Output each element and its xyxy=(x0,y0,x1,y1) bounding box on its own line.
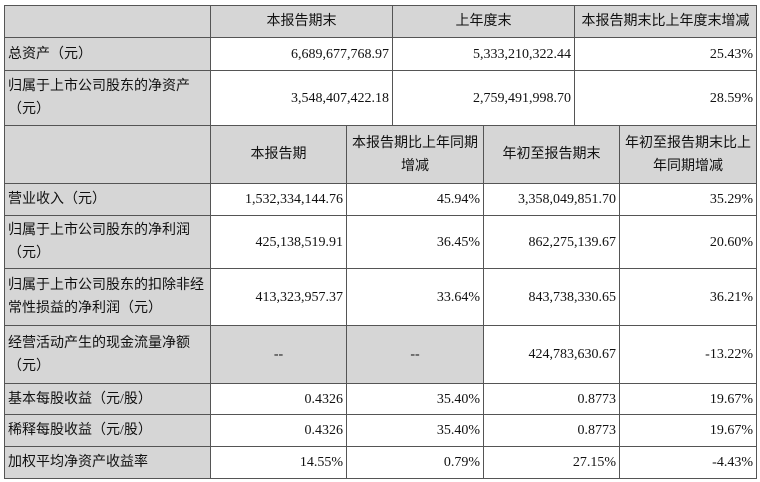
cell-value: 3,358,049,851.70 xyxy=(483,183,620,216)
table-row: 经营活动产生的现金流量净额（元） -- -- 424,783,630.67 -1… xyxy=(4,325,757,384)
row-label: 归属于上市公司股东的净利润（元） xyxy=(4,215,211,269)
header-period-change: 本报告期比上年同期增减 xyxy=(346,125,484,184)
cell-value: 36.45% xyxy=(346,215,484,269)
cell-value: 19.67% xyxy=(619,383,757,415)
cell-value: 35.40% xyxy=(346,383,484,415)
table-row: 归属于上市公司股东的扣除非经常性损益的净利润（元） 413,323,957.37… xyxy=(4,268,757,326)
row-label: 稀释每股收益（元/股） xyxy=(4,414,211,447)
table-row: 营业收入（元） 1,532,334,144.76 45.94% 3,358,04… xyxy=(4,183,757,216)
header-current-period-end: 本报告期末 xyxy=(210,5,393,38)
cell-value: 0.4326 xyxy=(210,383,347,415)
row-label: 营业收入（元） xyxy=(4,183,211,216)
header-change-vs-prior-year-end: 本报告期末比上年度末增减 xyxy=(574,5,757,38)
header-current-period: 本报告期 xyxy=(210,125,347,184)
cell-value: 413,323,957.37 xyxy=(210,268,347,326)
cell-value: 1,532,334,144.76 xyxy=(210,183,347,216)
cell-value: 19.67% xyxy=(619,414,757,447)
cell-value: 843,738,330.65 xyxy=(483,268,620,326)
cell-value: 0.8773 xyxy=(483,383,620,415)
section2-header-row: 本报告期 本报告期比上年同期增减 年初至报告期末 年初至报告期末比上年同期增减 xyxy=(4,125,757,184)
cell-value: 0.4326 xyxy=(210,414,347,447)
cell-value: 45.94% xyxy=(346,183,484,216)
cell-value: 36.21% xyxy=(619,268,757,326)
row-label: 加权平均净资产收益率 xyxy=(4,446,211,479)
financial-data-table: 本报告期末 上年度末 本报告期末比上年度末增减 总资产（元） 6,689,677… xyxy=(4,5,757,479)
cell-value: 25.43% xyxy=(574,37,757,71)
row-label: 基本每股收益（元/股） xyxy=(4,383,211,415)
cell-value: 6,689,677,768.97 xyxy=(210,37,393,71)
cell-value: 0.8773 xyxy=(483,414,620,447)
cell-value: 27.15% xyxy=(483,446,620,479)
cell-value: 5,333,210,322.44 xyxy=(392,37,575,71)
header-blank xyxy=(4,125,211,184)
cell-value: 3,548,407,422.18 xyxy=(210,70,393,126)
row-label: 经营活动产生的现金流量净额（元） xyxy=(4,325,211,384)
table-row: 总资产（元） 6,689,677,768.97 5,333,210,322.44… xyxy=(4,37,757,71)
cell-value: -13.22% xyxy=(619,325,757,384)
cell-value: 2,759,491,998.70 xyxy=(392,70,575,126)
header-ytd: 年初至报告期末 xyxy=(483,125,620,184)
header-ytd-change: 年初至报告期末比上年同期增减 xyxy=(619,125,757,184)
cell-value: 35.40% xyxy=(346,414,484,447)
table-row: 归属于上市公司股东的净资产（元） 3,548,407,422.18 2,759,… xyxy=(4,70,757,126)
cell-value: 14.55% xyxy=(210,446,347,479)
cell-value: 33.64% xyxy=(346,268,484,326)
cell-value: -- xyxy=(210,325,347,384)
row-label: 归属于上市公司股东的净资产（元） xyxy=(4,70,211,126)
cell-value: 862,275,139.67 xyxy=(483,215,620,269)
cell-value: 28.59% xyxy=(574,70,757,126)
section1-header-row: 本报告期末 上年度末 本报告期末比上年度末增减 xyxy=(4,5,757,38)
cell-value: -4.43% xyxy=(619,446,757,479)
table-row: 加权平均净资产收益率 14.55% 0.79% 27.15% -4.43% xyxy=(4,446,757,479)
cell-value: 0.79% xyxy=(346,446,484,479)
cell-value: 20.60% xyxy=(619,215,757,269)
cell-value: -- xyxy=(346,325,484,384)
header-blank xyxy=(4,5,211,38)
table-row: 基本每股收益（元/股） 0.4326 35.40% 0.8773 19.67% xyxy=(4,383,757,415)
table-row: 归属于上市公司股东的净利润（元） 425,138,519.91 36.45% 8… xyxy=(4,215,757,269)
table-row: 稀释每股收益（元/股） 0.4326 35.40% 0.8773 19.67% xyxy=(4,414,757,447)
cell-value: 424,783,630.67 xyxy=(483,325,620,384)
row-label: 归属于上市公司股东的扣除非经常性损益的净利润（元） xyxy=(4,268,211,326)
row-label: 总资产（元） xyxy=(4,37,211,71)
header-prior-year-end: 上年度末 xyxy=(392,5,575,38)
cell-value: 425,138,519.91 xyxy=(210,215,347,269)
cell-value: 35.29% xyxy=(619,183,757,216)
